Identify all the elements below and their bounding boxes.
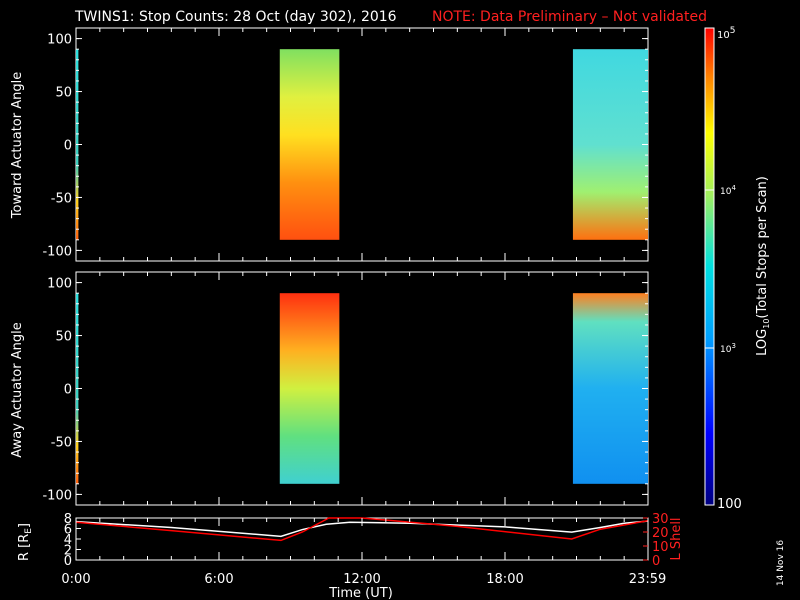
- colorbar-gradient: [704, 27, 715, 506]
- toward-block-morning: [279, 49, 340, 240]
- colorbar-tick-low: 103: [720, 342, 736, 355]
- toward-block-evening: [572, 49, 648, 240]
- orbit-ytick-label: 4: [64, 533, 72, 548]
- toward-ylabel: Toward Actuator Angle: [10, 72, 25, 219]
- orbit-y2tick-label: 20: [652, 526, 669, 541]
- ytick-label: 50: [55, 86, 72, 101]
- away-panel: 100 50 0 -50 -100 Away Actuator Angle: [10, 271, 649, 506]
- date-stamp: 14 Nov 16: [776, 540, 786, 586]
- away-block-morning: [279, 293, 340, 484]
- ytick-label: -50: [51, 435, 72, 450]
- colorbar-label: LOG10(Total Stops per Scan): [755, 176, 771, 356]
- away-block-evening: [572, 293, 648, 484]
- xtick-label: 6:00: [204, 572, 233, 587]
- toward-panel-frame: [75, 27, 649, 262]
- colorbar-tick-top: 105: [717, 26, 735, 41]
- away-panel-frame: [75, 271, 649, 506]
- ytick-label: -100: [42, 488, 72, 503]
- ytick-label: 0: [64, 139, 72, 154]
- series-r-line: [75, 520, 648, 538]
- toward-panel: 100 50 0 -50 -100 Toward Actuator Angle: [10, 27, 649, 262]
- xtick-label: 23:59: [629, 572, 666, 587]
- orbit-y2tick-label: 0: [652, 554, 660, 569]
- orbit-y2label: L Shell: [669, 517, 684, 560]
- xtick-label: 18:00: [486, 572, 523, 587]
- xtick-label: 0:00: [61, 572, 90, 587]
- series-lshell-line: [75, 517, 648, 542]
- chart-title: TWINS1: Stop Counts: 28 Oct (day 302), 2…: [74, 9, 397, 25]
- orbit-ytick-label: 8: [64, 512, 72, 527]
- ytick-label: 100: [47, 33, 72, 48]
- ytick-label: -50: [51, 191, 72, 206]
- orbit-ylabel: R [RE]: [17, 523, 34, 561]
- ytick-label: 50: [55, 330, 72, 345]
- colorbar-tick-bottom: 100: [717, 497, 742, 512]
- ytick-label: -100: [42, 244, 72, 259]
- orbit-y2tick-label: 10: [652, 540, 669, 555]
- xtick-label: 12:00: [343, 572, 380, 587]
- ytick-label: 0: [64, 383, 72, 398]
- chart-note: NOTE: Data Preliminary – Not validated: [432, 9, 707, 25]
- orbit-ytick-label: 6: [64, 523, 72, 538]
- ytick-label: 100: [47, 277, 72, 292]
- orbit-ytick-label: 2: [64, 544, 72, 559]
- colorbar: 105 104 103 100 LOG10(Total Stops per Sc…: [704, 26, 771, 512]
- away-ylabel: Away Actuator Angle: [10, 322, 25, 457]
- x-axis-label: Time (UT): [328, 586, 393, 600]
- colorbar-tick-mid: 104: [720, 184, 736, 197]
- orbit-y2tick-label: 30: [652, 512, 669, 527]
- orbit-ytick-label: 0: [64, 554, 72, 569]
